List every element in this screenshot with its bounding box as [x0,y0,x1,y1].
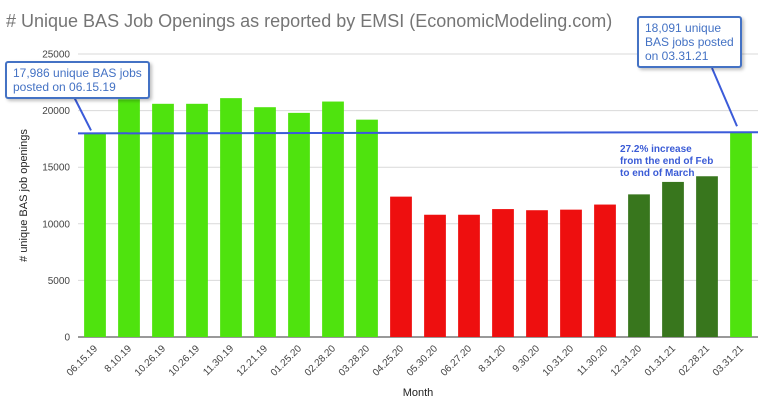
x-axis-label: Month [403,387,434,399]
increase-note-line-2: from the end of Feb [620,156,714,167]
bar [288,112,310,337]
reference-line [77,131,759,135]
bar [662,181,684,337]
right-callout: 18,091 unique BAS jobs posted on 03.31.2… [637,16,742,68]
x-tick-label: 02.28.21 [677,343,713,379]
bar [594,204,616,337]
bar [730,132,752,337]
x-tick-label: 04.25.20 [371,343,407,379]
increase-note: 27.2% increase from the end of Feb to en… [620,144,713,180]
bar [390,196,412,337]
bar [526,210,548,337]
increase-note-line-1: 27.2% increase [620,144,692,155]
x-tick-label: 03.28.20 [337,343,373,379]
x-tick-label: 10.26.19 [133,343,169,379]
left-callout: 17,986 unique BAS jobs posted on 06.15.1… [5,61,150,99]
y-tick-label: 0 [64,333,70,344]
bar [186,103,208,337]
bar [628,194,650,337]
y-tick-label: 20000 [42,106,70,117]
left-callout-line-2: posted on 06.15.19 [13,80,116,94]
bar [458,214,480,337]
bar [254,107,276,337]
bars [84,98,752,337]
x-tick-label: 9.30.20 [511,343,543,375]
increase-note-line-3: to end of March [620,168,695,179]
x-tick-label: 8.31.20 [477,343,509,375]
x-tick-label: 02.28.20 [303,343,339,379]
x-tick-label: 11.30.19 [201,343,236,378]
y-tick-label: 5000 [48,276,71,287]
bar [492,209,514,337]
y-tick-label: 25000 [42,50,70,61]
x-tick-label: 10.31.20 [541,343,577,379]
x-tick-label: 8.10.19 [103,343,135,375]
right-callout-line-2: BAS jobs posted [645,35,734,49]
chart-title: # Unique BAS Job Openings as reported by… [6,11,612,31]
left-callout-arrow [71,92,92,131]
x-tick-label: 05.30.20 [405,343,441,379]
x-tick-label: 12.31.20 [609,343,645,379]
bar [696,176,718,337]
x-tick-label: 10.26.19 [167,343,203,379]
x-tick-label: 06.15.19 [65,343,101,379]
bar [220,98,242,337]
bar [322,101,344,337]
bar [84,133,106,337]
x-tick-label: 11.30.20 [575,343,610,378]
y-tick-label: 10000 [42,219,70,230]
bar [424,214,446,337]
x-tick-label: 01.31.21 [643,343,679,379]
y-axis-label: # unique BAS job openings [18,129,30,262]
x-tick-label: 12.21.19 [235,343,271,379]
bar [152,103,174,337]
y-tick-label: 15000 [42,163,70,174]
x-tick-label: 06.27.20 [439,343,475,379]
x-tick-label: 03.31.21 [711,343,747,379]
bar [356,119,378,337]
y-axis-ticks: 0 5000 10000 15000 20000 25000 [42,50,70,344]
right-callout-arrow [711,67,738,127]
left-callout-line-1: 17,986 unique BAS jobs [13,66,142,80]
gridlines [78,53,758,338]
right-callout-line-3: on 03.31.21 [645,49,709,63]
right-callout-line-1: 18,091 unique [645,21,722,35]
bar [560,209,582,337]
bar [118,99,140,337]
x-tick-label: 01.25.20 [269,343,305,379]
